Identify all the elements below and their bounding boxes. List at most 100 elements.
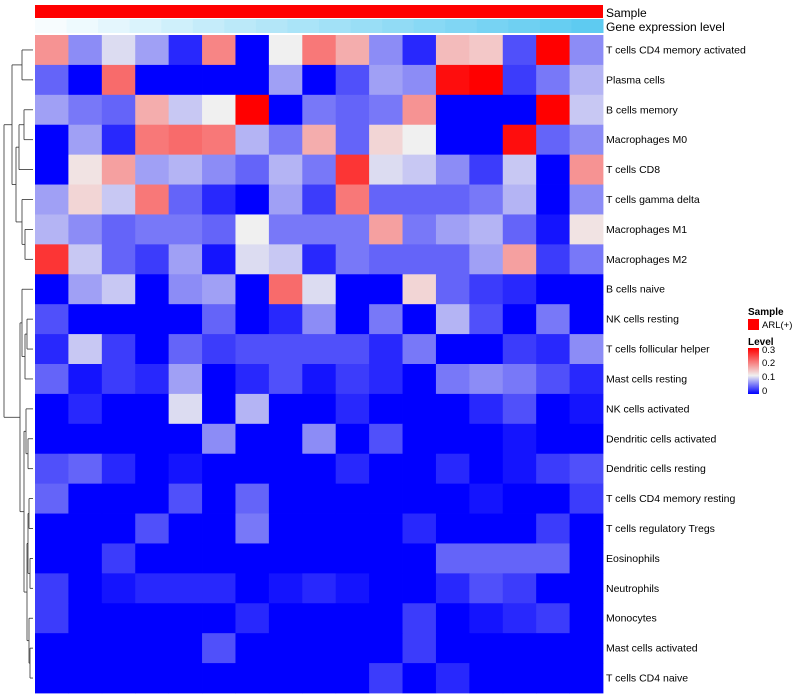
row-label: NK cells activated: [606, 403, 690, 415]
heatmap-cell: [268, 334, 303, 365]
heatmap-cell: [402, 364, 437, 395]
heatmap-cell: [35, 94, 69, 126]
row-label: NK cells resting: [606, 314, 679, 326]
heatmap-cell: [101, 35, 136, 66]
heatmap-cell: [335, 214, 370, 245]
heatmap-cell: [35, 393, 69, 425]
heatmap-cell: [168, 64, 203, 96]
heatmap-cell: [235, 244, 270, 275]
heatmap-cell: [536, 453, 570, 485]
heatmap-cell: [35, 513, 69, 544]
heatmap-cell: [469, 304, 504, 335]
level-tick-label: 0: [762, 386, 767, 397]
heatmap-cell: [202, 184, 236, 215]
heatmap-cell: [369, 513, 403, 544]
heatmap-cell: [369, 274, 403, 305]
heatmap-cell: [402, 663, 437, 694]
heatmap-cell: [35, 304, 69, 335]
heatmap-cell: [101, 663, 136, 694]
heatmap-cell: [135, 214, 170, 245]
heatmap-cell: [68, 453, 103, 485]
heatmap-cell: [302, 513, 337, 544]
heatmap-cell: [435, 364, 470, 395]
heatmap-cell: [435, 274, 470, 305]
sample-track-bar: [35, 5, 603, 18]
heatmap-cell: [435, 633, 470, 664]
row-label: Plasma cells: [606, 74, 665, 86]
heatmap-cell: [202, 124, 236, 156]
heatmap-cell: [202, 483, 236, 514]
heatmap-cell: [536, 35, 570, 66]
heatmap-cell: [35, 663, 69, 694]
heatmap-cell: [135, 603, 170, 634]
heatmap-cell: [569, 364, 604, 395]
heatmap-cell: [68, 513, 103, 544]
row-labels: T cells CD4 memory activated Plasma cells…: [606, 44, 746, 684]
heatmap-cell: [335, 453, 370, 485]
heatmap-cell: [435, 214, 470, 245]
row-label: B cells naive: [606, 284, 665, 296]
heatmap-cell: [268, 184, 303, 215]
heatmap-cell: [101, 573, 136, 604]
heatmap-cell: [536, 663, 570, 694]
heatmap-cell: [536, 304, 570, 335]
heatmap-cell: [402, 94, 437, 126]
heatmap-cell: [268, 154, 303, 185]
heatmap-cell: [335, 513, 370, 544]
heatmap-cell: [335, 184, 370, 215]
heatmap-cell: [502, 663, 537, 694]
heatmap-cell: [35, 543, 69, 574]
heatmap-cell: [268, 633, 303, 664]
heatmap-cell: [35, 35, 69, 66]
heatmap-cell: [68, 214, 103, 245]
heatmap-cell: [402, 423, 437, 455]
heatmap-cell: [502, 64, 537, 96]
heatmap-cell: [168, 663, 203, 694]
heatmap-cell: [469, 124, 504, 156]
expression-track-cell: [287, 19, 320, 33]
heatmap-cell: [536, 184, 570, 215]
heatmap-cell: [435, 393, 470, 425]
heatmap-cell: [435, 334, 470, 365]
heatmap-cell: [502, 94, 537, 126]
heatmap-cell: [202, 154, 236, 185]
heatmap-cell: [369, 633, 403, 664]
heatmap-cell: [268, 304, 303, 335]
heatmap-cell: [268, 274, 303, 305]
heatmap-cell: [369, 453, 403, 485]
heatmap-cell: [435, 663, 470, 694]
heatmap-cell: [536, 573, 570, 604]
heatmap-cell: [135, 274, 170, 305]
heatmap-cell: [335, 663, 370, 694]
heatmap-cell: [235, 184, 270, 215]
heatmap-cell: [168, 124, 203, 156]
heatmap-cell: [135, 663, 170, 694]
heatmap-cell: [369, 94, 403, 126]
heatmap-cell: [135, 573, 170, 604]
heatmap-cell: [302, 214, 337, 245]
heatmap-cell: [68, 364, 103, 395]
heatmap-cell: [168, 35, 203, 66]
heatmap-cell: [235, 364, 270, 395]
heatmap-cell: [235, 513, 270, 544]
gene-expression-annotation-track: [35, 19, 604, 33]
heatmap-cell: [268, 543, 303, 574]
heatmap-cell: [502, 573, 537, 604]
heatmap-cell: [135, 513, 170, 544]
heatmap-cell: [135, 483, 170, 514]
level-tick-label: 0.3: [762, 345, 775, 356]
heatmap-cell: [202, 663, 236, 694]
expression-track-cell: [382, 19, 415, 33]
heatmap-cell: [101, 393, 136, 425]
heatmap-cell: [202, 35, 236, 66]
heatmap-cell: [168, 364, 203, 395]
heatmap-cell: [369, 124, 403, 156]
heatmap-cell: [502, 633, 537, 664]
expression-track-label: Gene expression level: [606, 20, 725, 34]
heatmap-cell: [435, 154, 470, 185]
heatmap-cell: [202, 244, 236, 275]
expression-track-cell: [350, 19, 383, 33]
heatmap-cell: [302, 124, 337, 156]
heatmap-cell: [101, 184, 136, 215]
heatmap-cell: [435, 64, 470, 96]
